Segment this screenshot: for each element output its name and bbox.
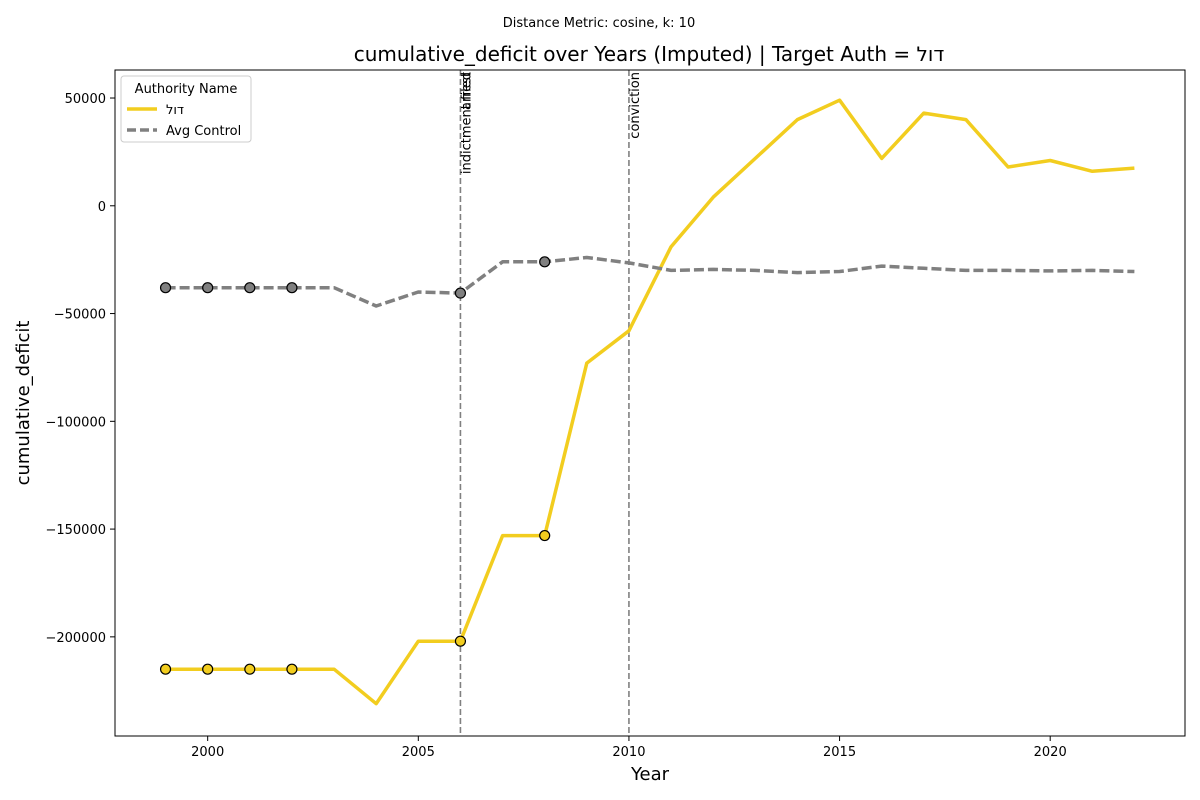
legend: Authority Name דול Avg Control xyxy=(120,75,252,143)
x-tick-label: 2015 xyxy=(823,745,856,760)
x-tick-label: 2010 xyxy=(612,745,645,760)
event-label: indictment filed xyxy=(459,72,474,174)
x-tick-label: 2000 xyxy=(191,745,224,760)
imputed-point xyxy=(286,663,298,675)
legend-label-control: Avg Control xyxy=(166,124,241,139)
legend-title: Authority Name xyxy=(135,82,238,97)
imputed-point xyxy=(539,256,551,268)
y-tick-label: −150000 xyxy=(45,523,106,538)
series-line-control xyxy=(165,255,1135,308)
imputed-point xyxy=(159,663,172,675)
imputed-point xyxy=(454,635,467,647)
event-label: arrest xyxy=(459,72,474,110)
y-tick-label: 50000 xyxy=(65,92,106,107)
chart-suptitle: Distance Metric: cosine, k: 10 xyxy=(503,16,695,31)
series-line-target xyxy=(165,98,1135,706)
y-axis: −200000 −150000 −100000 −50000 0 50000 xyxy=(45,92,115,646)
imputed-point xyxy=(539,529,551,542)
imputed-point xyxy=(159,282,172,294)
imputed-point xyxy=(202,282,214,294)
event-label: conviction xyxy=(628,72,643,139)
legend-label-target: דול xyxy=(166,103,184,118)
x-axis-title: Year xyxy=(630,764,670,785)
y-tick-label: −200000 xyxy=(45,631,106,646)
x-tick-label: 2005 xyxy=(402,745,435,760)
imputed-point xyxy=(454,287,467,299)
x-axis: 2000 2005 2010 2015 2020 xyxy=(191,736,1067,760)
legend-box xyxy=(120,75,252,143)
imputed-point xyxy=(202,663,214,675)
imputed-point xyxy=(244,282,256,294)
axes-frame xyxy=(114,69,1186,737)
y-tick-label: −50000 xyxy=(54,308,106,323)
imputed-point xyxy=(244,663,256,675)
imputed-point xyxy=(286,282,298,294)
x-tick-label: 2020 xyxy=(1034,745,1067,760)
chart-title: cumulative_deficit over Years (Imputed) … xyxy=(354,42,945,66)
y-tick-label: 0 xyxy=(98,200,106,215)
y-tick-label: −100000 xyxy=(45,415,106,430)
y-axis-title: cumulative_deficit xyxy=(13,321,34,486)
